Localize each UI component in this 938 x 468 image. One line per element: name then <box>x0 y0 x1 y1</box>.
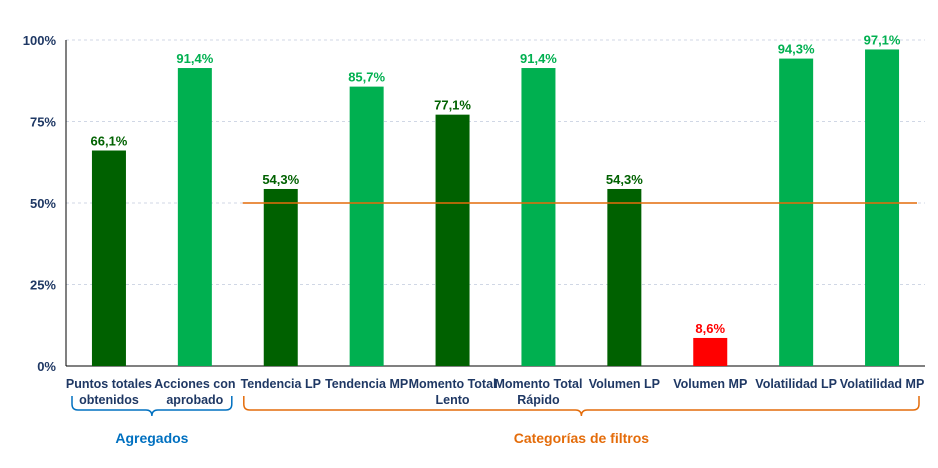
data-label: 91,4% <box>176 51 213 66</box>
x-tick-label: Tendencia MP <box>325 377 408 391</box>
data-label: 77,1% <box>434 98 471 113</box>
x-tick-label: Volatilidad MP <box>840 377 925 391</box>
bar <box>521 68 556 366</box>
bar <box>693 337 728 366</box>
bar <box>91 150 126 366</box>
bar <box>865 49 900 366</box>
data-label: 54,3% <box>262 172 299 187</box>
group-label: Categorías de filtros <box>514 430 650 446</box>
x-tick-label: Volumen LP <box>589 377 660 391</box>
x-tick-label: Acciones con aprobado <box>154 377 235 407</box>
group-bracket <box>71 396 233 417</box>
x-tick-label: Momento Total Lento <box>409 377 497 407</box>
group-label: Agregados <box>115 430 188 446</box>
data-label: 91,4% <box>520 51 557 66</box>
bar <box>607 188 642 366</box>
bar <box>177 68 212 366</box>
data-label: 8,6% <box>695 321 725 336</box>
y-tick-label: 75% <box>30 115 56 130</box>
y-tick-label: 100% <box>23 33 57 48</box>
x-tick-label: Puntos totales obtenidos <box>66 377 152 407</box>
data-label: 85,7% <box>348 70 385 85</box>
y-tick-label: 0% <box>37 359 56 374</box>
y-tick-label: 25% <box>30 278 56 293</box>
bar <box>263 188 298 366</box>
data-label: 94,3% <box>778 42 815 57</box>
bar <box>349 86 384 367</box>
data-label: 66,1% <box>91 134 128 149</box>
x-tick-label: Tendencia LP <box>241 377 321 391</box>
bar <box>779 58 814 366</box>
y-tick-label: 50% <box>30 196 56 211</box>
data-label: 54,3% <box>606 172 643 187</box>
group-bracket <box>243 396 920 417</box>
data-label: 97,1% <box>864 32 901 47</box>
bar <box>435 114 470 367</box>
x-tick-label: Momento Total Rápido <box>494 377 582 407</box>
x-tick-label: Volumen MP <box>673 377 747 391</box>
x-tick-label: Volatilidad LP <box>755 377 837 391</box>
